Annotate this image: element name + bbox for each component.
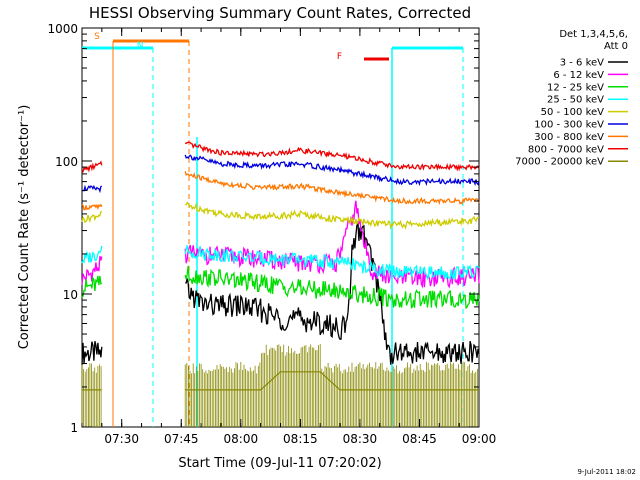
x-tick-label: 08:45: [402, 432, 437, 446]
y-tick-label: 1000: [47, 22, 78, 36]
legend-label-4: 25 - 50 keV: [547, 95, 604, 106]
series-3-segment-1: [81, 275, 103, 298]
x-tick-label: 08:30: [343, 432, 378, 446]
y-tick-label: 1: [70, 421, 78, 435]
chart-title: HESSI Observing Summary Count Rates, Cor…: [89, 4, 471, 22]
x-tick-label: 08:00: [224, 432, 259, 446]
series-8-segment-1: [81, 160, 103, 173]
legend-header-1: Det 1,3,4,5,6,: [559, 29, 628, 40]
x-tick-label: 08:15: [283, 432, 318, 446]
state-markers: S N F: [94, 32, 342, 62]
series-4-segment-2: [184, 245, 480, 281]
y-tick-label: 10: [63, 288, 78, 302]
series-7-segment-2: [184, 171, 480, 206]
legend-label-7: 300 - 800 keV: [534, 132, 604, 143]
series-3-segment-2: [184, 265, 480, 310]
series-3: [81, 265, 480, 310]
legend-header-2: Att 0: [604, 41, 628, 52]
series-8: [81, 141, 480, 173]
series-2: [81, 200, 480, 289]
x-tick-label: 07:30: [104, 432, 139, 446]
legend-label-6: 100 - 300 keV: [534, 120, 604, 131]
series-4: [81, 245, 480, 281]
marker-label-f: F: [337, 52, 342, 62]
x-axis-label: Start Time (09-Jul-11 07:20:02): [178, 456, 381, 471]
legend-label-1: 3 - 6 keV: [560, 58, 604, 69]
marker-label-s: S: [94, 32, 100, 42]
y-tick-label: 100: [55, 155, 78, 169]
legend-label-8: 800 - 7000 keV: [528, 144, 604, 155]
legend-label-3: 12 - 25 keV: [547, 82, 604, 93]
footer-timestamp: 9-Jul-2011 18:02: [577, 468, 636, 476]
legend-label-9: 7000 - 20000 keV: [515, 157, 604, 168]
x-tick-label: 07:45: [164, 432, 199, 446]
legend-label-5: 50 - 100 keV: [541, 107, 605, 118]
series-5-segment-2: [185, 201, 480, 231]
y-axis-label: Corrected Count Rate (s⁻¹ detector⁻¹): [17, 105, 32, 350]
series-7-segment-1: [81, 203, 103, 211]
series-1-segment-2: [185, 221, 480, 365]
marker-label-n: N: [137, 41, 144, 51]
series-1: [81, 221, 480, 366]
series-9-segment-2: [185, 371, 479, 391]
series-5-segment-1: [81, 210, 102, 224]
series-5: [81, 201, 480, 231]
series-7: [81, 171, 480, 211]
series-8-segment-2: [184, 141, 480, 172]
axes: 07:30 07:45 08:00 08:15 08:30 08:45 09:00 1 10 10…: [47, 22, 496, 446]
series-1-segment-1: [81, 341, 103, 366]
series-6: [81, 154, 480, 194]
series-6-segment-2: [184, 154, 480, 187]
x-tick-label: 09:00: [462, 432, 497, 446]
legend-label-2: 6 - 12 keV: [553, 70, 604, 81]
series-lines: [81, 141, 480, 427]
series-6-segment-1: [81, 184, 102, 194]
series-4-segment-1: [81, 245, 103, 264]
